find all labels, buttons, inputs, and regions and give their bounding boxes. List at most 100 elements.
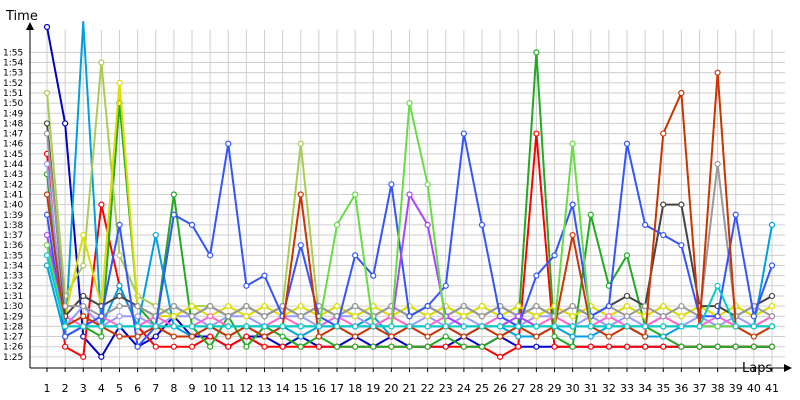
data-point [696,323,703,330]
x-tick-label: 22 [421,382,435,395]
data-point [43,89,51,97]
data-point [750,313,757,320]
data-point [207,313,214,320]
data-point [297,313,304,320]
data-point [333,323,341,330]
data-point [134,313,141,320]
data-point [750,343,757,350]
data-point [370,343,377,350]
data-point [98,201,105,208]
data-point [352,252,359,259]
data-point [442,323,449,330]
x-tick-label: 21 [403,382,417,395]
data-point [225,303,232,310]
data-point [533,323,540,330]
data-point [442,282,449,289]
data-point [315,323,322,330]
data-point [605,313,612,320]
data-point [424,313,431,320]
data-point [333,303,341,310]
x-tick-label: 26 [493,382,507,395]
data-point [678,242,685,249]
data-point [152,303,159,310]
data-point [424,323,431,330]
data-point [297,191,304,198]
x-tick-label: 41 [765,382,779,395]
x-tick-label: 37 [693,382,707,395]
data-point [587,343,594,350]
y-axis-arrow [26,22,34,30]
data-point [533,49,540,56]
x-tick-label: 29 [548,382,562,395]
data-point [116,313,123,320]
data-point [225,343,232,350]
data-point [533,313,540,320]
data-point [714,282,721,289]
series-lines [43,20,776,360]
series-15 [43,252,776,330]
data-point [261,323,268,330]
y-tick-label: 1:45 [3,150,23,160]
y-tick-label: 1:29 [3,312,23,322]
data-point [768,313,776,320]
data-point [80,323,87,330]
data-point [551,333,558,340]
y-tick-label: 1:28 [3,322,23,332]
x-tick-label: 7 [152,382,159,395]
x-tick-label: 2 [62,382,69,395]
data-point [43,120,51,127]
y-tick-label: 1:55 [3,48,23,58]
data-point [388,343,395,350]
y-tick-label: 1:34 [3,262,23,272]
x-tick-label: 14 [276,382,290,395]
data-point [551,252,558,259]
x-tick-label: 35 [656,382,670,395]
data-point [370,323,377,330]
x-axis-arrow [784,364,792,372]
data-point [442,333,449,340]
data-point [98,313,105,320]
data-point [352,191,359,198]
data-point [188,323,196,330]
y-tick-label: 1:44 [3,160,23,170]
data-point [660,130,667,137]
data-point [243,313,250,320]
data-point [533,272,540,279]
x-tick-label: 38 [711,382,725,395]
x-tick-label: 27 [511,382,525,395]
x-tick-label: 9 [189,382,196,395]
x-tick-label: 5 [116,382,123,395]
y-tick-label: 1:39 [3,211,23,221]
data-point [768,262,776,269]
data-point [660,303,667,310]
x-tick-label: 17 [330,382,344,395]
x-tick-label: 18 [348,382,362,395]
y-tick-label: 1:54 [3,59,23,69]
x-tick-label: 13 [258,382,272,395]
data-point [678,343,685,350]
y-tick-label: 1:31 [3,292,23,302]
data-point [587,333,594,340]
data-point [352,313,359,320]
data-point [43,23,51,31]
data-point [352,303,359,310]
data-point [80,231,87,239]
data-point [605,303,612,310]
data-point [460,130,467,137]
data-point [714,343,721,350]
y-tick-label: 1:53 [3,69,23,79]
x-tick-label: 39 [729,382,743,395]
data-point [43,242,51,249]
data-point [170,343,177,350]
data-point [207,252,214,259]
data-point [62,120,69,127]
data-point [170,323,177,330]
x-tick-label: 23 [439,382,453,395]
data-point [370,272,377,279]
data-point [225,333,232,340]
x-tick-label: 3 [80,382,87,395]
data-point [569,201,576,208]
data-point [152,231,159,239]
data-point [732,211,739,218]
